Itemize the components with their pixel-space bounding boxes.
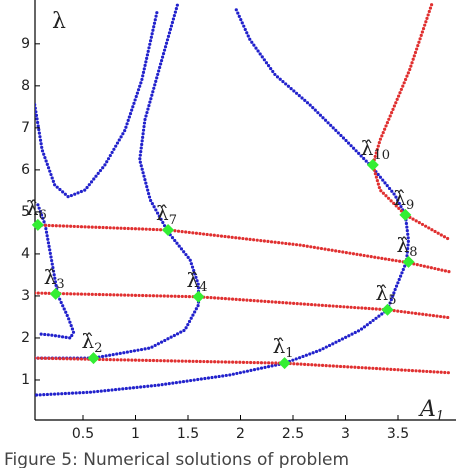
y-tick-label: 7	[21, 120, 30, 136]
curve	[35, 291, 453, 320]
y-tick-label: 1	[21, 372, 30, 388]
solution-point	[31, 218, 44, 231]
point-label-symbol: λ̂	[393, 185, 406, 209]
point-label: λ̂2	[82, 329, 103, 356]
curve	[36, 3, 201, 360]
point-label-index: 7	[169, 212, 177, 227]
point-label: λ̂4	[187, 267, 208, 294]
x-axis-label: A1	[418, 397, 444, 424]
point-label-symbol: λ̂	[361, 135, 374, 159]
point-label: λ̂9	[393, 185, 414, 212]
x-tick-label: 3	[341, 426, 350, 442]
curve	[35, 8, 160, 199]
curve	[35, 223, 453, 274]
x-tick-label: 1.5	[177, 426, 199, 442]
y-tick-label: 6	[21, 162, 30, 178]
y-tick-label: 4	[21, 246, 30, 262]
point-label-symbol: λ̂	[82, 329, 95, 353]
point-label: λ̂3	[44, 264, 65, 291]
point-label-symbol: λ̂	[273, 334, 286, 358]
point-label-index: 2	[94, 341, 102, 356]
y-tick-label: 9	[21, 36, 30, 52]
point-label-index: 10	[373, 147, 390, 162]
x-axis-label-main: A	[418, 397, 436, 422]
y-tick-label: 5	[21, 204, 30, 220]
solution-point	[162, 223, 175, 236]
point-label-symbol: λ̂	[397, 232, 410, 256]
point-label-symbol: λ̂	[44, 264, 57, 288]
solution-point	[402, 255, 415, 268]
curves	[35, 3, 453, 397]
solution-point	[381, 303, 394, 316]
x-tick-label: 3.5	[387, 426, 409, 442]
solution-point	[192, 290, 205, 303]
point-label-index: 6	[39, 207, 47, 222]
point-label: λ̂6	[26, 195, 47, 222]
caption: Figure 5: Numerical solutions of problem	[4, 450, 349, 468]
x-axis-label-sub: 1	[436, 409, 444, 424]
point-label-index: 5	[388, 292, 396, 307]
point-label-symbol: λ̂	[376, 280, 389, 304]
y-tick-label: 3	[21, 288, 30, 304]
point-label-index: 1	[285, 346, 293, 361]
y-tick-label: 2	[21, 330, 30, 346]
point-label: λ̂10	[361, 135, 390, 162]
point-label-index: 9	[406, 197, 414, 212]
point-label-index: 8	[409, 244, 417, 259]
y-tick-label: 8	[21, 78, 30, 94]
solution-point	[278, 357, 291, 370]
solution-point	[366, 158, 379, 171]
point-label-index: 4	[199, 279, 207, 294]
x-tick-label: 2.5	[282, 426, 304, 442]
x-tick-label: 1	[131, 426, 140, 442]
curve	[36, 203, 76, 340]
x-tick-label: 2	[236, 426, 245, 442]
point-label: λ̂5	[376, 280, 397, 307]
solution-point	[87, 352, 100, 365]
point-label-symbol: λ̂	[156, 200, 169, 224]
point-label: λ̂7	[156, 200, 177, 227]
solution-point	[49, 287, 62, 300]
point-label: λ̂1	[273, 334, 294, 361]
y-axis-label: λ	[52, 9, 66, 34]
point-label-symbol: λ̂	[187, 267, 200, 291]
point-label-index: 3	[56, 276, 64, 291]
point-label-symbol: λ̂	[26, 195, 39, 219]
x-tick-label: 0.5	[72, 426, 94, 442]
point-label: λ̂8	[397, 232, 418, 259]
solution-point	[399, 208, 412, 221]
